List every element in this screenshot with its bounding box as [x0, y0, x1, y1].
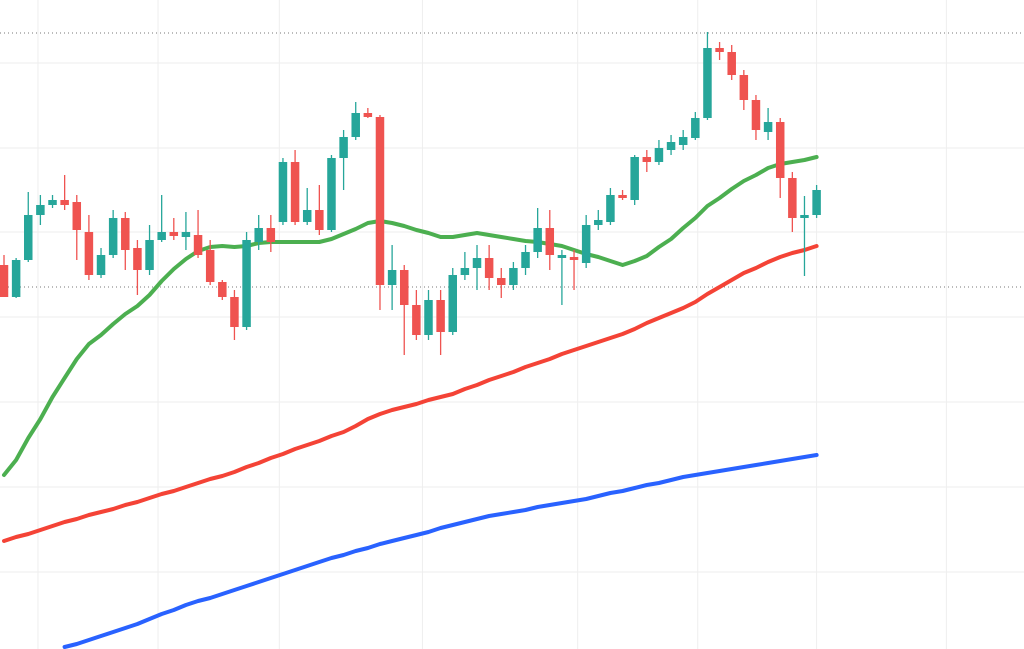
candle-body	[205, 250, 215, 282]
candle-body	[387, 270, 397, 285]
candle-body	[157, 232, 166, 240]
candle-body	[133, 248, 142, 270]
candle-body	[181, 232, 191, 237]
candle-body	[169, 232, 179, 236]
candle-body	[436, 300, 445, 332]
candle-body	[581, 225, 591, 263]
candle-body	[72, 202, 82, 230]
candle-body	[557, 255, 567, 258]
candle-body	[121, 218, 130, 250]
candle-body	[60, 200, 69, 205]
candle-body	[230, 297, 239, 327]
candle-body	[11, 260, 21, 297]
candle-body	[302, 210, 312, 222]
moving-average-line	[2, 155, 819, 477]
candle-body	[775, 122, 785, 178]
candle-body	[193, 235, 203, 255]
candle-body	[618, 195, 627, 198]
candle-body	[630, 157, 639, 200]
candle-body	[363, 113, 373, 117]
candle-body	[290, 162, 300, 222]
candle-body	[24, 215, 33, 260]
candle-body	[545, 228, 555, 255]
candle-body	[484, 258, 494, 278]
candle-body	[812, 190, 821, 215]
candle-body	[691, 118, 700, 138]
candle-body	[739, 75, 749, 100]
candle-body	[509, 268, 518, 285]
candle-body	[145, 240, 154, 270]
moving-average-line	[62, 453, 819, 649]
candle-body	[594, 220, 603, 225]
candle-body	[703, 48, 712, 118]
candle-body	[315, 210, 324, 230]
candle-body	[678, 137, 688, 145]
candle-body	[800, 215, 809, 218]
candle-body	[569, 257, 579, 260]
candle-body	[351, 113, 360, 137]
candle-body	[399, 270, 409, 305]
moving-average-line	[2, 244, 819, 543]
candle-body	[266, 228, 276, 242]
candle-body	[751, 100, 761, 130]
candle-body	[763, 122, 773, 132]
candle-body	[375, 117, 385, 285]
candle-body	[278, 162, 288, 222]
candle-body	[242, 240, 251, 327]
candle-body	[424, 300, 433, 335]
candle-body	[48, 200, 57, 205]
candle-body	[254, 228, 263, 242]
candle-body	[642, 157, 652, 162]
candle-body	[218, 282, 227, 297]
candle-body	[36, 205, 45, 215]
candle-body	[715, 48, 724, 52]
candle-body	[460, 268, 470, 275]
candle-body	[533, 228, 542, 252]
candle-body	[472, 258, 482, 268]
candle-body	[521, 252, 530, 268]
candle-body	[96, 255, 106, 275]
candle-body	[606, 195, 615, 222]
candle-body	[448, 275, 458, 332]
candle-body	[666, 142, 676, 150]
candle-body	[327, 158, 336, 230]
candle-body	[654, 148, 664, 162]
candle-body	[412, 305, 421, 335]
candle-body	[497, 278, 506, 285]
candle-body	[108, 218, 118, 255]
candle-body	[788, 178, 797, 218]
candle-body	[727, 52, 736, 75]
candle-body	[0, 265, 9, 297]
candle-body	[339, 137, 348, 158]
candle-body	[84, 232, 94, 275]
